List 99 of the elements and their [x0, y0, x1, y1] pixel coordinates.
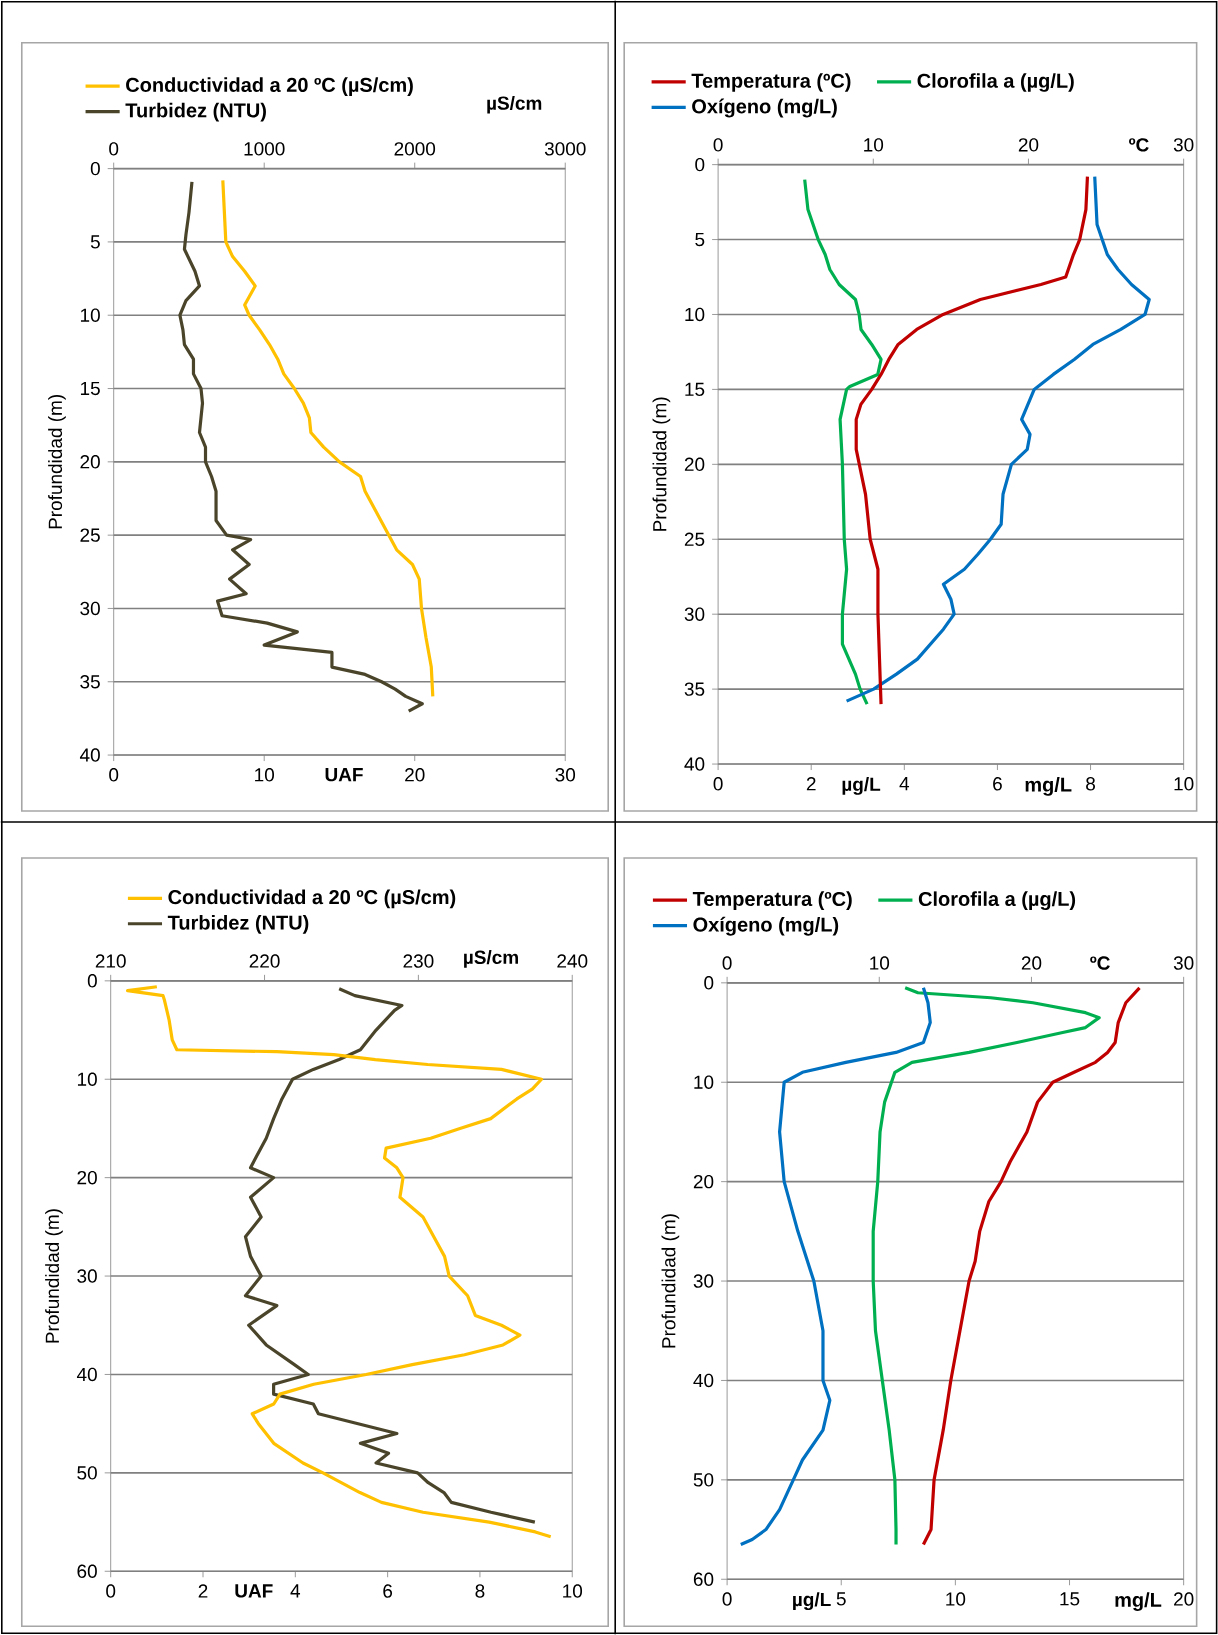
x2-tick-label: 220	[249, 954, 280, 968]
y-tick-label: 60	[693, 1572, 714, 1586]
x2-tick-label: 30	[1173, 956, 1194, 970]
line-series	[243, 987, 537, 1524]
x-axis-title: UAF	[235, 1584, 273, 1598]
y-tick-label: 0	[90, 161, 100, 176]
x-tick-label: 0	[105, 1584, 116, 1598]
y-tick-label: 40	[684, 757, 705, 771]
x-tick-label: 6	[992, 777, 1002, 791]
y-tick-label: 20	[80, 455, 100, 469]
x2-tick-label: 3000	[544, 142, 586, 156]
y-tick-label: 30	[684, 607, 705, 621]
x-tick-label: 8	[475, 1584, 485, 1598]
x-tick-label: 20	[404, 768, 425, 782]
x-tick-label: 15	[1060, 1592, 1080, 1606]
x2-tick-label: 1000	[244, 142, 285, 156]
line-series	[844, 175, 1151, 703]
legend-label: Clorofila a (µg/L)	[918, 891, 1075, 911]
y-axis-title: Profundidad (m)	[652, 397, 671, 531]
y-tick-label: 20	[77, 1170, 97, 1185]
x2-tick-label: 210	[95, 954, 126, 968]
x2-tick-label: 10	[863, 138, 883, 152]
x-tick-label: 0	[722, 1592, 732, 1606]
x-tick-label: 10	[946, 1592, 965, 1606]
x2-axis-title: µS/cm	[487, 95, 541, 114]
y-tick-label: 35	[80, 675, 100, 689]
legend-label: Conductividad a 20 ºC (µS/cm)	[168, 889, 456, 909]
x-tick-label: 30	[555, 768, 575, 782]
x-tick-label: 20	[1173, 1592, 1194, 1606]
x-tick-label: 5	[836, 1592, 846, 1606]
text: mg/L	[1025, 777, 1072, 796]
legend-label: Temperatura (ºC)	[691, 73, 851, 92]
y-tick-label: 10	[77, 1072, 97, 1086]
y-tick-label: 25	[80, 528, 100, 542]
y-tick-label: 0	[87, 974, 97, 988]
y-tick-label: 20	[693, 1174, 714, 1189]
y-axis-title: Profundidad (m)	[47, 395, 66, 529]
legend-label: Turbidez (NTU)	[125, 102, 266, 122]
y-tick-label: 15	[685, 382, 705, 397]
x2-tick-label: 2000	[394, 142, 435, 156]
x-tick-label: 6	[383, 1584, 392, 1598]
line-series	[802, 178, 883, 706]
legend-label: Temperatura (ºC)	[692, 891, 852, 910]
y-tick-label: 10	[694, 1075, 714, 1089]
x2-tick-label: 10	[869, 956, 889, 970]
x2-tick-label: 0	[722, 956, 732, 970]
y-tick-label: 30	[693, 1274, 714, 1288]
y-tick-label: 30	[80, 601, 100, 616]
x2-axis-title: ºC	[1128, 138, 1149, 152]
y-tick-label: 15	[80, 381, 100, 396]
x2-tick-label: 0	[713, 138, 723, 152]
y-tick-label: 35	[684, 682, 705, 696]
x2-tick-label: 240	[557, 954, 588, 968]
x-tick-label: 4	[899, 777, 909, 791]
x2-tick-label: 20	[1021, 956, 1042, 970]
x2-axis-title: ºC	[1089, 956, 1110, 970]
y-tick-label: 60	[77, 1564, 97, 1578]
y-tick-label: 5	[695, 232, 705, 247]
y-tick-label: 25	[684, 532, 705, 546]
legend-label: Oxígeno (mg/L)	[691, 98, 837, 118]
x-tick-label: 10	[562, 1584, 582, 1598]
y-tick-label: 20	[684, 457, 705, 472]
y-axis-title: Profundidad (m)	[44, 1209, 63, 1343]
y-tick-label: 50	[77, 1466, 97, 1480]
x2-tick-label: 0	[108, 142, 119, 156]
y-tick-label: 5	[90, 235, 100, 249]
y-tick-label: 10	[685, 307, 705, 322]
y-tick-label: 40	[76, 1367, 97, 1382]
x-tick-label: 10	[1174, 777, 1194, 791]
x-axis-title: UAF	[325, 768, 363, 782]
x2-tick-label: 230	[403, 954, 434, 968]
line-series	[738, 986, 932, 1547]
line-series	[871, 986, 1101, 1547]
line-series	[178, 180, 424, 713]
x-tick-label: 0	[108, 768, 119, 782]
x-tick-label: 2	[198, 1584, 208, 1598]
y-tick-label: 0	[695, 157, 705, 172]
x-tick-label: 0	[713, 777, 723, 791]
x2-axis-title: µS/cm	[463, 950, 518, 968]
x-axis-title: µg/L	[792, 1592, 831, 1611]
x2-tick-label: 30	[1173, 138, 1194, 152]
x-tick-label: 10	[254, 768, 274, 782]
text: mg/L	[1115, 1592, 1162, 1612]
y-tick-label: 30	[77, 1269, 97, 1283]
legend-label: Clorofila a (µg/L)	[917, 73, 1074, 92]
legend-label: Turbidez (NTU)	[167, 915, 309, 934]
y-tick-label: 40	[693, 1373, 714, 1388]
y-tick-label: 0	[704, 976, 714, 990]
y-axis-title: Profundidad (m)	[661, 1214, 679, 1348]
x-tick-label: 8	[1085, 777, 1095, 791]
legend-label: Oxígeno (mg/L)	[693, 916, 838, 936]
x2-tick-label: 20	[1018, 138, 1039, 152]
x-tick-label: 4	[290, 1584, 300, 1598]
x-axis-title: µg/L	[842, 777, 880, 795]
legend-label: Conductividad a 20 ºC (µS/cm)	[125, 77, 413, 96]
y-tick-label: 40	[79, 748, 100, 762]
y-tick-label: 50	[693, 1473, 714, 1487]
y-tick-label: 10	[80, 308, 100, 322]
x-tick-label: 2	[806, 777, 816, 791]
